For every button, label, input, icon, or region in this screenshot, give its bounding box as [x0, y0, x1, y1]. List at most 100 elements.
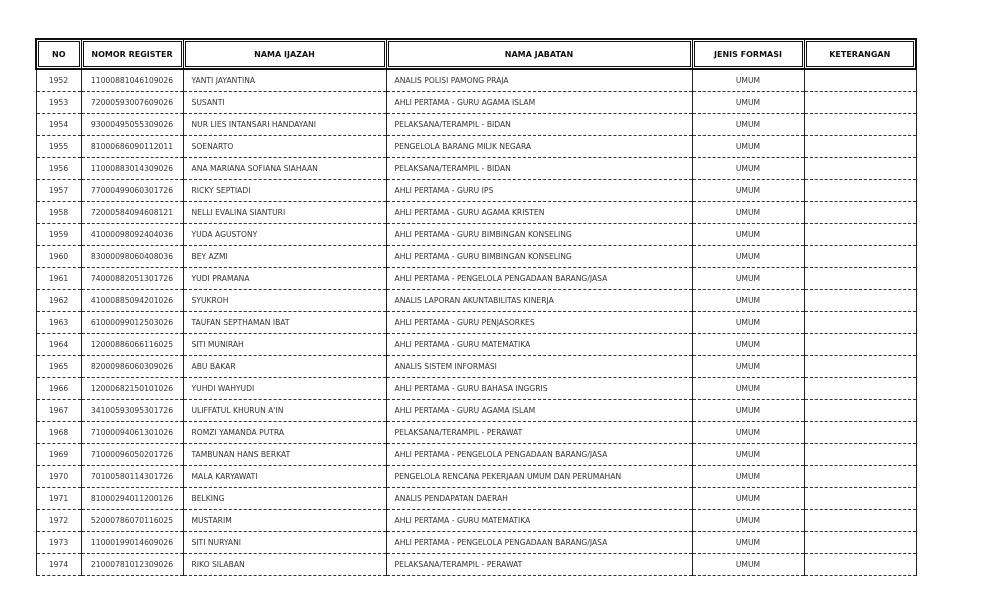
cell-no: 1967 — [35, 399, 82, 422]
table-row: 1970 70100580114301726 MALA KARYAWATI PENGE… — [35, 465, 917, 488]
cell-nomor-register: 12000682150101026 — [80, 377, 184, 400]
cell-no: 1953 — [35, 91, 82, 114]
table-row: 1974 21000781012309026 RIKO SILABAN PELAKSA… — [35, 553, 917, 576]
cell-nomor-register: 61000099012503026 — [80, 311, 184, 334]
cell-keterangan — [803, 135, 917, 158]
cell-no: 1972 — [35, 509, 82, 532]
cell-nama-jabatan: AHLI PERTAMA - PENGELOLA PENGADAAN BARAN… — [385, 443, 693, 466]
header-nama-jabatan: NAMA JABATAN — [385, 38, 693, 70]
cell-keterangan — [803, 399, 917, 422]
cell-jenis-formasi: UMUM — [691, 553, 805, 576]
cell-no: 1962 — [35, 289, 82, 312]
cell-nomor-register: 81000686090112011 — [80, 135, 184, 158]
cell-jenis-formasi: UMUM — [691, 509, 805, 532]
cell-nama-ijazah: NUR LIES INTANSARI HANDAYANI — [182, 113, 387, 136]
cell-jenis-formasi: UMUM — [691, 289, 805, 312]
cell-nama-ijazah: RIKO SILABAN — [182, 553, 387, 576]
cell-nama-ijazah: RICKY SEPTIADI — [182, 179, 387, 202]
table-row: 1960 83000098060408036 BEY AZMI AHLI PERTAM… — [35, 245, 917, 268]
cell-nama-jabatan: ANALIS SISTEM INFORMASI — [385, 355, 693, 378]
cell-keterangan — [803, 157, 917, 180]
cell-no: 1957 — [35, 179, 82, 202]
cell-no: 1968 — [35, 421, 82, 444]
cell-nomor-register: 11000199014609026 — [80, 531, 184, 554]
header-nomor-register: NOMOR REGISTER — [80, 38, 184, 70]
cell-jenis-formasi: UMUM — [691, 179, 805, 202]
cell-jenis-formasi: UMUM — [691, 311, 805, 334]
cell-nama-ijazah: YANTI JAYANTINA — [182, 69, 387, 92]
cell-no: 1952 — [35, 69, 82, 92]
cell-jenis-formasi: UMUM — [691, 91, 805, 114]
cell-keterangan — [803, 91, 917, 114]
cell-keterangan — [803, 201, 917, 224]
cell-nama-ijazah: SYUKROH — [182, 289, 387, 312]
cell-nama-ijazah: MALA KARYAWATI — [182, 465, 387, 488]
cell-no: 1973 — [35, 531, 82, 554]
cell-jenis-formasi: UMUM — [691, 421, 805, 444]
cell-jenis-formasi: UMUM — [691, 333, 805, 356]
cell-no: 1959 — [35, 223, 82, 246]
cell-no: 1954 — [35, 113, 82, 136]
table-row: 1967 34100593095301726 ULIFFATUL KHURUN A'… — [35, 399, 917, 422]
cell-keterangan — [803, 223, 917, 246]
cell-nomor-register: 72000584094608121 — [80, 201, 184, 224]
cell-jenis-formasi: UMUM — [691, 377, 805, 400]
cell-nama-jabatan: AHLI PERTAMA - GURU PENJASORKES — [385, 311, 693, 334]
cell-nomor-register: 21000781012309026 — [80, 553, 184, 576]
cell-nomor-register: 93000495055309026 — [80, 113, 184, 136]
cell-nama-jabatan: AHLI PERTAMA - GURU IPS — [385, 179, 693, 202]
cell-nomor-register: 72000593007609026 — [80, 91, 184, 114]
cell-nama-ijazah: SITI MUNIRAH — [182, 333, 387, 356]
cell-nomor-register: 41000098092404036 — [80, 223, 184, 246]
cell-jenis-formasi: UMUM — [691, 135, 805, 158]
cell-nama-jabatan: PELAKSANA/TERAMPIL - BIDAN — [385, 157, 693, 180]
cell-nama-ijazah: ULIFFATUL KHURUN A'IN — [182, 399, 387, 422]
cell-nomor-register: 83000098060408036 — [80, 245, 184, 268]
cell-jenis-formasi: UMUM — [691, 465, 805, 488]
cell-nama-ijazah: ABU BAKAR — [182, 355, 387, 378]
cell-keterangan — [803, 289, 917, 312]
cell-nama-jabatan: AHLI PERTAMA - PENGELOLA PENGADAAN BARAN… — [385, 267, 693, 290]
table-row: 1958 72000584094608121 NELLI EVALINA SIANT… — [35, 201, 917, 224]
cell-keterangan — [803, 487, 917, 510]
cell-nama-ijazah: TAUFAN SEPTHAMAN IBAT — [182, 311, 387, 334]
cell-nama-jabatan: AHLI PERTAMA - GURU AGAMA KRISTEN — [385, 201, 693, 224]
cell-keterangan — [803, 377, 917, 400]
cell-nama-ijazah: SOENARTO — [182, 135, 387, 158]
cell-nama-jabatan: PENGELOLA BARANG MILIK NEGARA — [385, 135, 693, 158]
table-row: 1969 71000096050201726 TAMBUNAN HANS BERKA… — [35, 443, 917, 466]
table-row: 1956 11000883014309026 ANA MARIANA SOFIANA… — [35, 157, 917, 180]
table-row: 1957 77000499060301726 RICKY SEPTIADI AHLI … — [35, 179, 917, 202]
cell-keterangan — [803, 553, 917, 576]
table-row: 1952 11000881046109026 YANTI JAYANTINA ANAL… — [35, 69, 917, 92]
cell-nama-ijazah: BEY AZMI — [182, 245, 387, 268]
cell-nomor-register: 41000885094201026 — [80, 289, 184, 312]
table-row: 1971 81000294011200126 BELKING ANALIS PENDA… — [35, 487, 917, 510]
cell-nama-jabatan: AHLI PERTAMA - GURU MATEMATIKA — [385, 509, 693, 532]
cell-no: 1956 — [35, 157, 82, 180]
cell-no: 1961 — [35, 267, 82, 290]
cell-nama-jabatan: ANALIS POLISI PAMONG PRAJA — [385, 69, 693, 92]
cell-nama-ijazah: TAMBUNAN HANS BERKAT — [182, 443, 387, 466]
cell-nama-jabatan: PELAKSANA/TERAMPIL - PERAWAT — [385, 421, 693, 444]
cell-no: 1955 — [35, 135, 82, 158]
cell-nama-jabatan: AHLI PERTAMA - GURU MATEMATIKA — [385, 333, 693, 356]
cell-jenis-formasi: UMUM — [691, 355, 805, 378]
cell-keterangan — [803, 531, 917, 554]
table-row: 1973 11000199014609026 SITI NURYANI AHLI PE… — [35, 531, 917, 554]
cell-jenis-formasi: UMUM — [691, 157, 805, 180]
cell-nama-ijazah: BELKING — [182, 487, 387, 510]
cell-no: 1960 — [35, 245, 82, 268]
table-row: 1953 72000593007609026 SUSANTI AHLI PERTAMA… — [35, 91, 917, 114]
cell-keterangan — [803, 509, 917, 532]
cell-nomor-register: 34100593095301726 — [80, 399, 184, 422]
cell-jenis-formasi: UMUM — [691, 223, 805, 246]
cell-nama-ijazah: YUDA AGUSTONY — [182, 223, 387, 246]
cell-keterangan — [803, 355, 917, 378]
table-row: 1964 12000886066116025 SITI MUNIRAH AHLI PE… — [35, 333, 917, 356]
table-row: 1963 61000099012503026 TAUFAN SEPTHAMAN IB… — [35, 311, 917, 334]
cell-jenis-formasi: UMUM — [691, 245, 805, 268]
cell-jenis-formasi: UMUM — [691, 487, 805, 510]
cell-nama-jabatan: AHLI PERTAMA - GURU BIMBINGAN KONSELING — [385, 245, 693, 268]
cell-jenis-formasi: UMUM — [691, 443, 805, 466]
